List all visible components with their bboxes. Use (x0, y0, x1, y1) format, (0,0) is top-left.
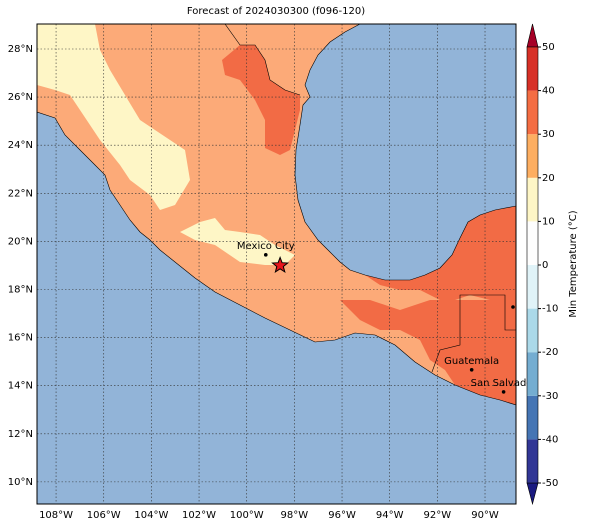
colorbar-tick-label: 10 (542, 216, 555, 227)
pacific-ocean (37, 111, 516, 504)
colorbar-segment (527, 265, 538, 309)
lat-tick-label: 16°N (8, 333, 33, 344)
lat-tick-label: 24°N (8, 140, 33, 151)
colorbar-tick-label: 40 (542, 86, 555, 97)
city-dot (263, 253, 268, 257)
map-frame (36, 23, 517, 505)
star-marker (271, 255, 290, 274)
city-label: Guatemala (444, 356, 499, 367)
lat-tick-label: 10°N (8, 477, 33, 488)
warm-region (340, 300, 516, 405)
lon-tick-label: 104°W (134, 510, 168, 521)
warm-region (222, 45, 300, 155)
border (224, 24, 301, 96)
city-dot (469, 368, 474, 372)
colorbar-tick-label: 0 (542, 260, 548, 271)
city-label: San Salvador (471, 378, 538, 389)
colorbar-tick-label: -50 (542, 478, 558, 489)
colorbar-segment (527, 47, 538, 91)
lon-tick-label: 108°W (39, 510, 73, 521)
warm-region (365, 206, 516, 300)
lon-tick-label: 102°W (182, 510, 216, 521)
title: Forecast of 2024030300 (f096-120) (187, 6, 365, 17)
gulf-of-mexico (294, 24, 516, 281)
colorbar-segment (527, 177, 538, 222)
colorbar-segment (527, 352, 538, 396)
colorbar-segment (527, 395, 538, 440)
map-area (37, 24, 516, 504)
colorbar-over (526, 23, 539, 48)
lon-tick-label: 90°W (471, 510, 499, 521)
cool-region (37, 24, 190, 210)
colorbar-segment (527, 90, 538, 135)
lat-tick-label: 26°N (8, 92, 33, 103)
grid (37, 24, 516, 504)
city-label: Mexico City (237, 241, 295, 252)
border (431, 294, 516, 373)
lon-tick-label: 92°W (424, 510, 452, 521)
lat-tick-label: 28°N (8, 44, 33, 55)
colorbar-segment (527, 221, 538, 265)
lon-tick-label: 98°W (281, 510, 309, 521)
lon-tick-label: 96°W (328, 510, 356, 521)
lon-tick-label: 100°W (230, 510, 264, 521)
colorbar-segment (527, 439, 538, 483)
colorbar-label: Min Temperature (°C) (568, 210, 579, 317)
lat-tick-label: 20°N (8, 236, 33, 247)
colorbar-tick-label: -40 (542, 434, 558, 445)
lat-tick-label: 12°N (8, 429, 33, 440)
city-dot (511, 305, 515, 309)
lon-tick-label: 94°W (376, 510, 404, 521)
lat-tick-label: 14°N (8, 381, 33, 392)
colorbar-tick-label: 20 (542, 173, 555, 184)
lat-tick-label: 22°N (8, 188, 33, 199)
colorbar-segment (527, 134, 538, 178)
colorbar-tick-label: 50 (542, 42, 555, 53)
colorbar-tick-label: -20 (542, 347, 558, 358)
city-dot (501, 390, 506, 394)
colorbar-tick-label: -30 (542, 391, 558, 402)
colorbar-tick-label: -10 (542, 304, 558, 315)
colorbar-tick-label: 30 (542, 129, 555, 140)
lon-tick-label: 106°W (87, 510, 121, 521)
lat-tick-label: 18°N (8, 284, 33, 295)
colorbar-under (526, 482, 539, 506)
colorbar-segment (527, 308, 538, 353)
